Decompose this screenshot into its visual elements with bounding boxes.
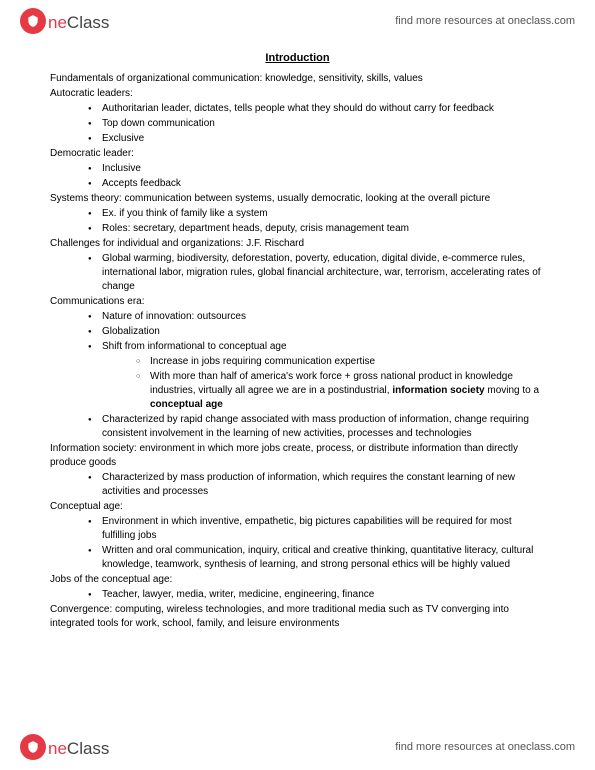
text-line: Challenges for individual and organizati… (50, 237, 545, 251)
text-line: Information society: environment in whic… (50, 442, 545, 470)
brand-text: neClass (48, 13, 109, 33)
list-item: Global warming, biodiversity, deforestat… (88, 252, 545, 294)
bullet-list: Teacher, lawyer, media, writer, medicine… (50, 588, 545, 602)
brand-text-class: Class (67, 739, 110, 758)
list-item: Characterized by mass production of info… (88, 471, 545, 499)
list-item: Exclusive (88, 132, 545, 146)
brand-logo: neClass (20, 8, 109, 34)
list-item: Roles: secretary, department heads, depu… (88, 222, 545, 236)
document-body: Introduction Fundamentals of organizatio… (0, 41, 595, 642)
text-line: Communications era: (50, 295, 545, 309)
list-item: Characterized by rapid change associated… (88, 413, 545, 441)
page-footer: neClass find more resources at oneclass.… (0, 728, 595, 770)
list-item: Written and oral communication, inquiry,… (88, 544, 545, 572)
text-line: Systems theory: communication between sy… (50, 192, 545, 206)
bullet-list: Authoritarian leader, dictates, tells pe… (50, 102, 545, 146)
list-item: Increase in jobs requiring communication… (136, 355, 545, 369)
list-item: Environment in which inventive, empathet… (88, 515, 545, 543)
bullet-list: Inclusive Accepts feedback (50, 162, 545, 191)
bullet-list: Global warming, biodiversity, deforestat… (50, 252, 545, 294)
brand-badge-icon (20, 8, 46, 34)
footer-resources-link[interactable]: find more resources at oneclass.com (395, 741, 575, 753)
list-item: Nature of innovation: outsources (88, 310, 545, 324)
list-item: Inclusive (88, 162, 545, 176)
bold-text: information society (392, 385, 484, 396)
list-item: Teacher, lawyer, media, writer, medicine… (88, 588, 545, 602)
text-line: Autocratic leaders: (50, 87, 545, 101)
sub-bullet-list: Increase in jobs requiring communication… (102, 355, 545, 412)
brand-text-one: ne (48, 13, 67, 32)
list-item: Authoritarian leader, dictates, tells pe… (88, 102, 545, 116)
doc-title: Introduction (50, 51, 545, 66)
bullet-list: Ex. if you think of family like a system… (50, 207, 545, 236)
brand-text-one: ne (48, 739, 67, 758)
text-line: Democratic leader: (50, 147, 545, 161)
text-line: Conceptual age: (50, 500, 545, 514)
list-item-text: Shift from informational to conceptual a… (102, 341, 287, 352)
brand-badge-icon (20, 734, 46, 760)
list-item: Globalization (88, 325, 545, 339)
text-line: Convergence: computing, wireless technol… (50, 603, 545, 631)
brand-text: neClass (48, 739, 109, 759)
list-item: Shift from informational to conceptual a… (88, 340, 545, 412)
list-item: Top down communication (88, 117, 545, 131)
page-header: neClass find more resources at oneclass.… (0, 0, 595, 41)
bullet-list: Environment in which inventive, empathet… (50, 515, 545, 572)
bullet-list: Characterized by mass production of info… (50, 471, 545, 499)
text-line: Jobs of the conceptual age: (50, 573, 545, 587)
bold-text: conceptual age (150, 399, 223, 410)
text-line: Fundamentals of organizational communica… (50, 72, 545, 86)
list-item: With more than half of america's work fo… (136, 370, 545, 412)
bullet-list: Nature of innovation: outsources Globali… (50, 310, 545, 441)
brand-text-class: Class (67, 13, 110, 32)
list-item: Accepts feedback (88, 177, 545, 191)
text-fragment: moving to a (485, 385, 539, 396)
header-resources-link[interactable]: find more resources at oneclass.com (395, 15, 575, 27)
brand-logo: neClass (20, 734, 109, 760)
list-item: Ex. if you think of family like a system (88, 207, 545, 221)
